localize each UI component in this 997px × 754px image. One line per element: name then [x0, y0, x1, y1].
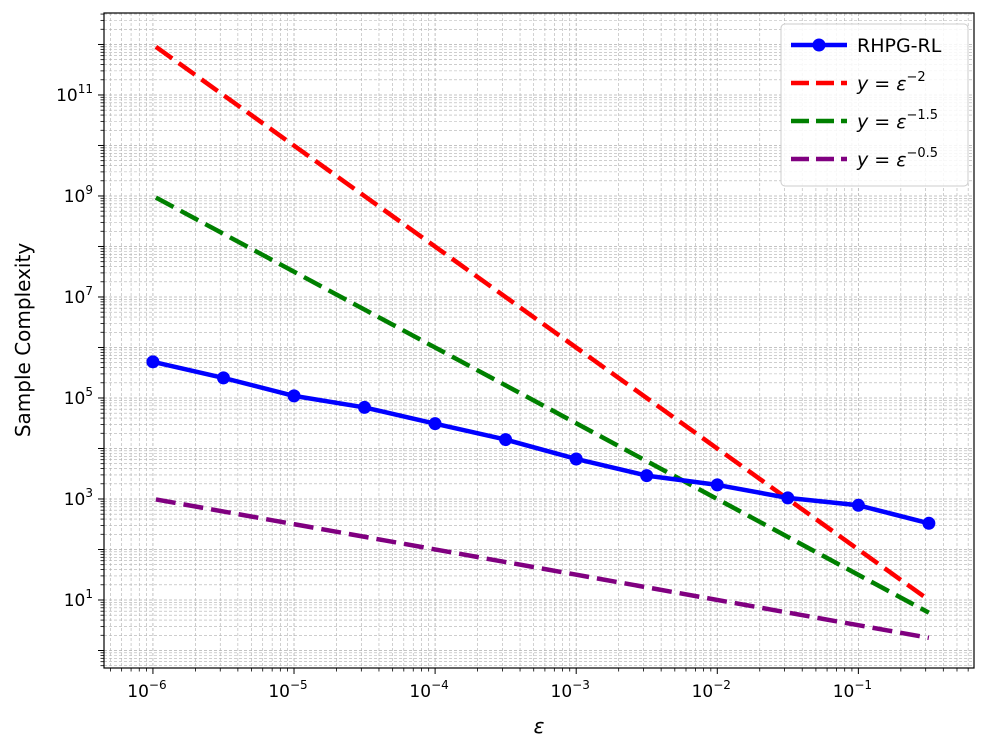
- y-tick-label: 1011: [56, 82, 93, 106]
- data-point: [710, 478, 724, 492]
- grid: [104, 13, 974, 668]
- series-layer: [146, 44, 936, 641]
- data-point: [922, 516, 936, 530]
- legend-box: [780, 23, 969, 187]
- y-tick-label: 101: [64, 587, 93, 611]
- data-point: [851, 498, 865, 512]
- x-tick-label: 10−3: [551, 678, 590, 702]
- data-point: [569, 452, 583, 466]
- x-tick-label: 10−6: [127, 678, 166, 702]
- legend-label: y = ε−2: [856, 70, 926, 95]
- y-tick-label: 103: [64, 486, 93, 510]
- data-point: [428, 417, 442, 431]
- data-point: [216, 371, 230, 385]
- data-point: [287, 389, 301, 403]
- series-line-rhpg-rl: [152, 359, 930, 526]
- data-point: [781, 491, 795, 505]
- series-line-y-0-5: [155, 497, 930, 641]
- legend-label: RHPG-RL: [857, 35, 942, 57]
- data-point: [358, 400, 372, 414]
- legend-marker: [812, 38, 826, 52]
- x-tick-label: 10−1: [833, 678, 872, 702]
- y-axis-label: Sample Complexity: [11, 243, 35, 437]
- x-tick-label: 10−2: [692, 678, 731, 702]
- y-tick-label: 109: [64, 183, 93, 207]
- data-point: [640, 469, 654, 483]
- series-line-y-1-5: [154, 195, 930, 615]
- y-tick-label: 107: [64, 284, 93, 308]
- ticks: 10−6 10−5 10−4 10−3 10−2 10−1 101 103 105 107 109 1…: [56, 13, 969, 702]
- data-point: [499, 433, 513, 447]
- legend-label: y = ε−1.5: [856, 108, 938, 133]
- x-tick-label: 10−5: [268, 678, 307, 702]
- x-axis-label: ε: [534, 714, 545, 738]
- data-point: [146, 355, 160, 369]
- y-tick-label: 105: [64, 385, 93, 409]
- legend-label: y = ε−0.5: [856, 146, 938, 171]
- plot-frame: [103, 12, 975, 669]
- x-tick-label: 10−4: [409, 678, 448, 702]
- series-line-y-2: [154, 44, 931, 602]
- legend: RHPG-RL y = ε−2 y = ε−1.5 y = ε−0.5: [780, 23, 969, 187]
